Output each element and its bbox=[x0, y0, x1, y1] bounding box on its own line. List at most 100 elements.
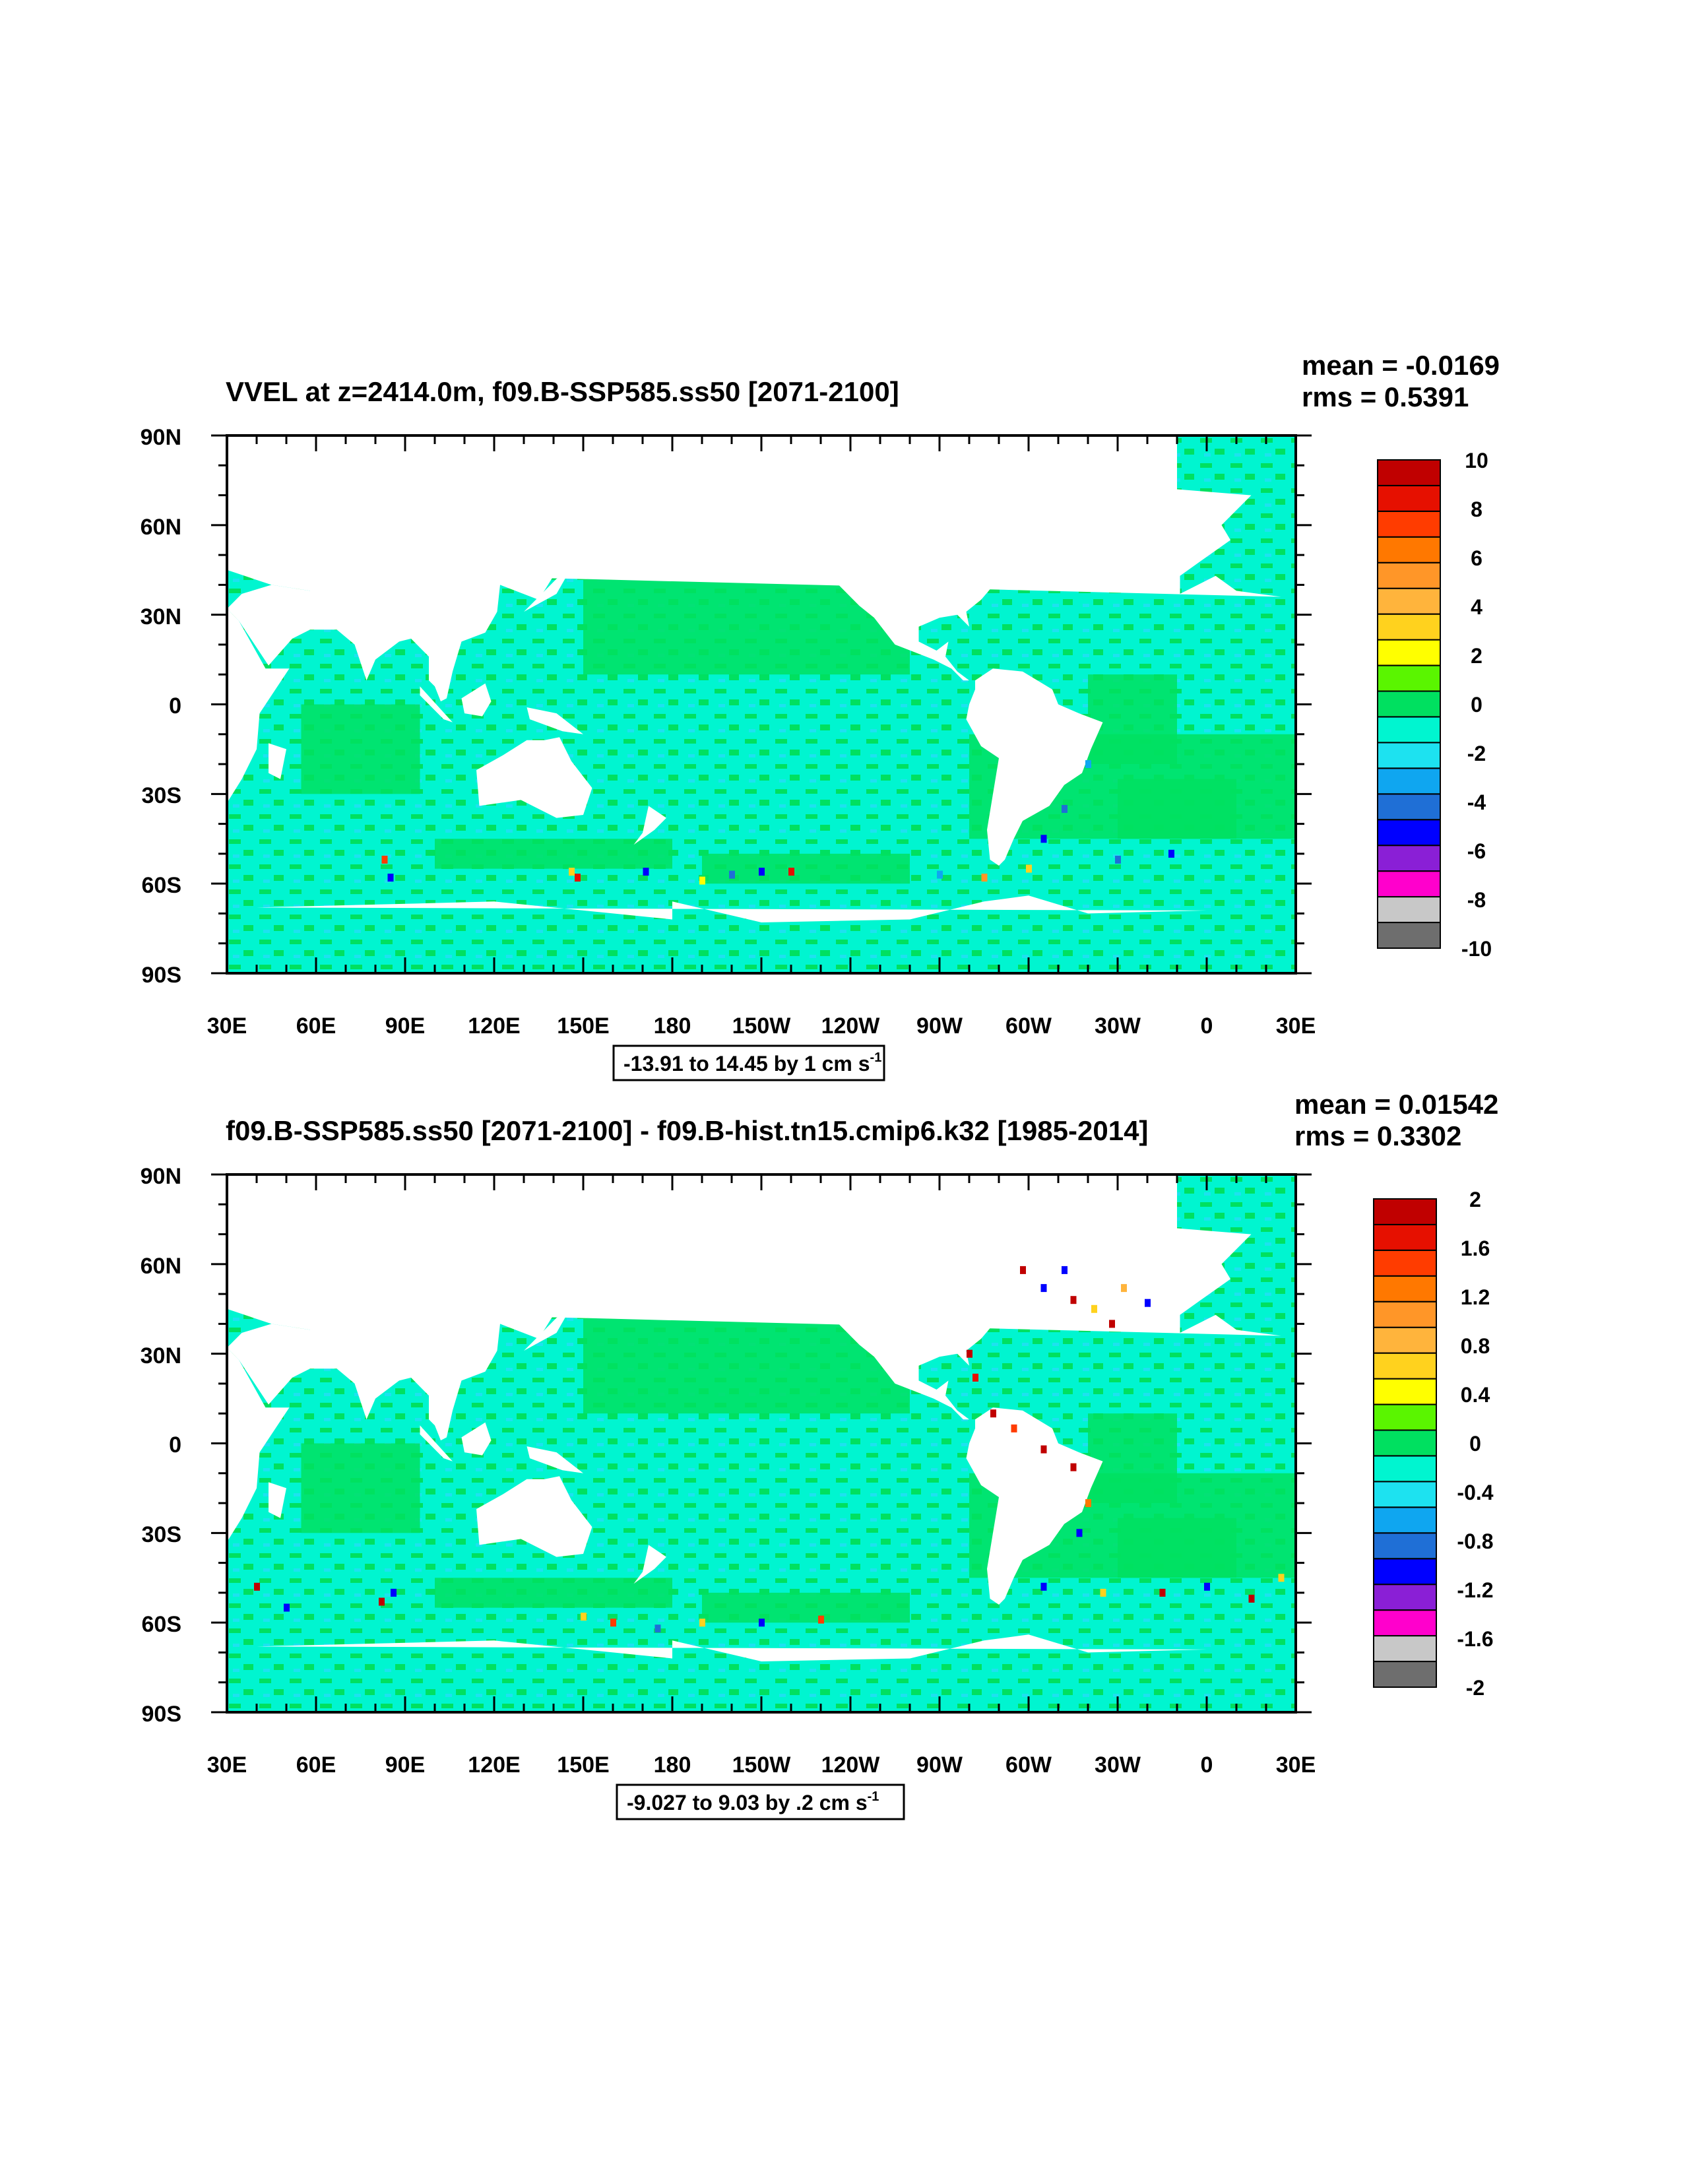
x-tick-label: 30E bbox=[1276, 1752, 1316, 1778]
new-guinea-land bbox=[526, 707, 583, 734]
velocity-hotspot bbox=[254, 1582, 260, 1591]
ocean-patch bbox=[1118, 1518, 1236, 1578]
x-tick-label: 150E bbox=[557, 1013, 609, 1039]
velocity-hotspot bbox=[818, 1615, 824, 1624]
ocean-patch bbox=[1088, 674, 1177, 764]
velocity-hotspot bbox=[1091, 1304, 1097, 1313]
colorbar-label: -10 bbox=[1461, 937, 1492, 961]
y-tick-label: 90N bbox=[141, 425, 181, 450]
x-tick-label: 60W bbox=[1005, 1013, 1052, 1039]
y-tick-label: 90S bbox=[142, 1702, 182, 1727]
ocean-patch bbox=[1088, 1413, 1177, 1503]
y-tick-label: 30S bbox=[142, 1522, 182, 1547]
axis-ticks bbox=[211, 1173, 1312, 1714]
colorbar-label: -0.8 bbox=[1457, 1529, 1493, 1553]
velocity-hotspot bbox=[699, 1619, 705, 1627]
new-zealand-land bbox=[633, 806, 666, 845]
colorbar-box bbox=[1377, 536, 1441, 563]
land-mask bbox=[227, 435, 1281, 973]
colorbar-label: -6 bbox=[1467, 839, 1486, 863]
rms-stat: rms = 0.3302 bbox=[1294, 1120, 1461, 1151]
x-tick-label: 90W bbox=[916, 1752, 963, 1778]
y-tick-label: 30N bbox=[141, 1343, 181, 1368]
colorbar: 10 8 6 4 2 0 -2 -4 -6 -8 -10 bbox=[1377, 449, 1492, 961]
ocean-patch bbox=[301, 704, 420, 794]
velocity-hotspot bbox=[1115, 855, 1121, 864]
colorbar-boxes bbox=[1373, 1198, 1437, 1688]
antarctica-land bbox=[257, 895, 1207, 973]
x-tick-label: 150W bbox=[732, 1752, 792, 1778]
velocity-hotspots bbox=[254, 1266, 1285, 1633]
colorbar-label: 8 bbox=[1471, 498, 1482, 521]
colorbar-boxes bbox=[1377, 459, 1441, 949]
colorbar-label: 1.6 bbox=[1461, 1237, 1490, 1260]
range-label: -13.91 to 14.45 by 1 cm s bbox=[623, 1052, 870, 1076]
velocity-hotspot bbox=[1159, 1588, 1166, 1597]
ocean-patch bbox=[702, 1592, 910, 1623]
velocity-hotspot bbox=[1070, 1463, 1077, 1471]
colorbar-label: 4 bbox=[1471, 595, 1482, 619]
map-plot bbox=[211, 1173, 1312, 1714]
velocity-hotspot bbox=[990, 1409, 996, 1418]
south-america-land bbox=[966, 668, 1103, 866]
colorbar-label: 2 bbox=[1469, 1188, 1481, 1211]
y-tick-label: 60S bbox=[142, 873, 182, 898]
velocity-hotspot bbox=[654, 1624, 661, 1633]
velocity-hotspot bbox=[391, 1588, 397, 1597]
madagascar-land bbox=[269, 1482, 286, 1518]
velocity-hotspot bbox=[937, 870, 943, 879]
velocity-hotspot bbox=[981, 874, 988, 882]
range-unit-exponent: -1 bbox=[870, 1050, 882, 1065]
colorbar-labels: 2 1.6 1.2 0.8 0.4 0 -0.4 -0.8 -1.2 -1.6 … bbox=[1457, 1188, 1493, 1700]
ocean-patch bbox=[435, 839, 672, 869]
y-tick-label: 90N bbox=[141, 1164, 181, 1189]
velocity-hotspot bbox=[967, 1349, 972, 1358]
y-tick-label: 90S bbox=[142, 963, 182, 988]
europe-west-land bbox=[227, 1174, 1281, 1336]
map-plot bbox=[211, 434, 1312, 975]
south-america-land bbox=[966, 1407, 1103, 1605]
australia-land bbox=[476, 1476, 592, 1557]
range-label: -9.027 to 9.03 by .2 cm s bbox=[627, 1791, 868, 1815]
mean-stat: mean = 0.01542 bbox=[1294, 1089, 1498, 1120]
colorbar-label: -2 bbox=[1466, 1676, 1484, 1700]
colorbar-box bbox=[1377, 896, 1441, 923]
velocity-hotspot bbox=[729, 870, 735, 879]
x-tick-label: 150E bbox=[557, 1752, 609, 1778]
x-tick-label: 120E bbox=[468, 1013, 520, 1039]
colorbar-box bbox=[1377, 922, 1441, 949]
y-tick-label: 0 bbox=[169, 1432, 181, 1458]
x-tick-label: 30W bbox=[1095, 1752, 1141, 1778]
range-label-box: -13.91 to 14.45 by 1 cm s-1 bbox=[612, 1044, 885, 1081]
panel-title: VVEL at z=2414.0m, f09.B-SSP585.ss50 [20… bbox=[226, 376, 899, 407]
velocity-hotspot bbox=[643, 868, 649, 876]
ocean-patch bbox=[702, 853, 910, 884]
ocean-patch bbox=[301, 1443, 420, 1533]
colorbar-label: 6 bbox=[1471, 546, 1482, 570]
velocity-hotspot bbox=[1070, 1296, 1077, 1304]
velocity-hotspot bbox=[1026, 864, 1032, 873]
rms-stat: rms = 0.5391 bbox=[1302, 381, 1469, 412]
colorbar-box bbox=[1377, 639, 1441, 666]
borneo-land bbox=[461, 683, 492, 717]
x-tick-label: 60W bbox=[1005, 1752, 1052, 1778]
x-tick-label: 30E bbox=[207, 1752, 247, 1778]
x-tick-label: 30W bbox=[1095, 1013, 1141, 1039]
colorbar-box bbox=[1377, 742, 1441, 769]
colorbar-box bbox=[1373, 1301, 1437, 1328]
y-axis-labels: 90N 60N 30N 0 30S 60S 90S bbox=[141, 1164, 181, 1727]
x-tick-label: 60E bbox=[296, 1013, 336, 1039]
y-tick-label: 0 bbox=[169, 693, 181, 719]
colorbar-box bbox=[1377, 562, 1441, 589]
velocity-hotspot bbox=[1076, 1529, 1083, 1537]
colorbar-box bbox=[1373, 1532, 1437, 1560]
colorbar-box bbox=[1373, 1352, 1437, 1380]
velocity-hotspot bbox=[1145, 1299, 1151, 1307]
x-axis-labels: 30E 60E 90E 120E 150E 180 150W 120W 90W … bbox=[207, 1752, 1316, 1778]
svg-text:-9.027 to 9.03 by .2 cm s-1: -9.027 to 9.03 by .2 cm s-1 bbox=[627, 1789, 879, 1815]
colorbar-box bbox=[1373, 1249, 1437, 1277]
colorbar-box bbox=[1377, 716, 1441, 744]
colorbar-box bbox=[1377, 767, 1441, 795]
madagascar-land bbox=[269, 743, 286, 779]
